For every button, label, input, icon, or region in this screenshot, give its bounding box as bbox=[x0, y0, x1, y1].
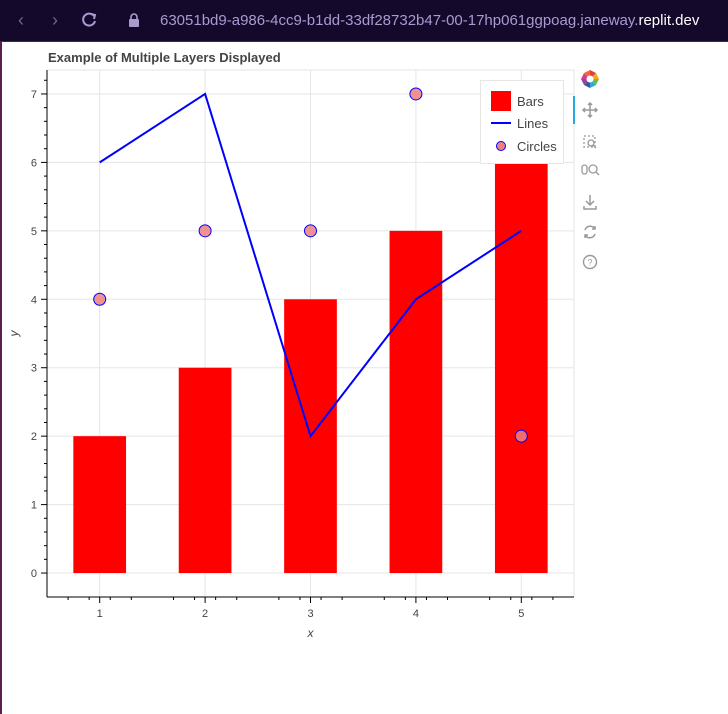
legend-lines-label: Lines bbox=[517, 115, 549, 131]
legend-circles-label: Circles bbox=[517, 138, 557, 154]
lock-icon bbox=[128, 13, 140, 33]
chart-title: Example of Multiple Layers Displayed bbox=[48, 50, 281, 65]
bokeh-logo-icon[interactable] bbox=[576, 66, 604, 94]
reload-icon[interactable] bbox=[78, 9, 100, 31]
svg-text:?: ? bbox=[587, 258, 592, 268]
y-tick-label: 7 bbox=[31, 89, 37, 101]
bar bbox=[178, 367, 232, 574]
y-tick-label: 1 bbox=[31, 500, 37, 512]
y-tick-label: 0 bbox=[31, 568, 37, 580]
bar bbox=[389, 230, 443, 574]
back-icon[interactable]: ‹ bbox=[18, 10, 24, 30]
series-line bbox=[99, 92, 522, 439]
legend-item-lines: Lines bbox=[491, 113, 548, 133]
x-tick-label: 5 bbox=[518, 608, 524, 620]
help-icon[interactable]: ? bbox=[576, 248, 604, 276]
legend-circles-glyph bbox=[491, 136, 511, 156]
address-bar[interactable]: 63051bd9-a986-4cc9-b1dd-33df28732b47-00-… bbox=[160, 12, 699, 29]
scatter-point bbox=[198, 224, 212, 238]
scatter-point bbox=[93, 292, 107, 306]
legend-bars-label: Bars bbox=[517, 93, 544, 109]
x-tick-label: 2 bbox=[202, 608, 208, 620]
scatter-point bbox=[409, 87, 423, 101]
url-prefix: 63051bd9-a986-4cc9-b1dd-33df28732b47-00-… bbox=[160, 12, 639, 29]
y-tick-label: 5 bbox=[31, 226, 37, 238]
save-icon[interactable] bbox=[576, 188, 604, 216]
y-tick-label: 3 bbox=[31, 363, 37, 375]
x-axis-label: x bbox=[307, 626, 315, 640]
forward-icon[interactable]: › bbox=[52, 10, 58, 30]
url-domain: replit.dev bbox=[638, 12, 700, 29]
legend-item-circles: Circles bbox=[491, 136, 557, 156]
browser-toolbar: ‹ › 63051bd9-a986-4cc9-b1dd-33df28732b47… bbox=[0, 0, 728, 42]
scatter-point bbox=[514, 429, 528, 443]
legend-item-bars: Bars bbox=[491, 91, 544, 111]
reset-icon[interactable] bbox=[576, 218, 604, 246]
active-tool-indicator bbox=[573, 96, 575, 124]
x-tick-label: 4 bbox=[413, 608, 419, 620]
legend-lines-glyph bbox=[491, 113, 511, 133]
box-zoom-icon[interactable] bbox=[576, 128, 604, 156]
window-edge bbox=[0, 42, 2, 714]
y-tick-label: 4 bbox=[31, 294, 37, 306]
bar bbox=[73, 436, 127, 574]
legend-bars-glyph bbox=[491, 91, 511, 111]
wheel-zoom-icon[interactable] bbox=[576, 158, 604, 186]
y-tick-label: 6 bbox=[31, 157, 37, 169]
y-tick-label: 2 bbox=[31, 431, 37, 443]
x-tick-label: 3 bbox=[307, 608, 313, 620]
scatter-point bbox=[304, 224, 317, 238]
legend: Bars Lines Circles bbox=[480, 80, 564, 164]
y-axis-label: y bbox=[7, 330, 21, 338]
x-tick-label: 1 bbox=[97, 608, 103, 620]
pan-icon[interactable] bbox=[576, 96, 604, 124]
bar bbox=[494, 162, 548, 574]
